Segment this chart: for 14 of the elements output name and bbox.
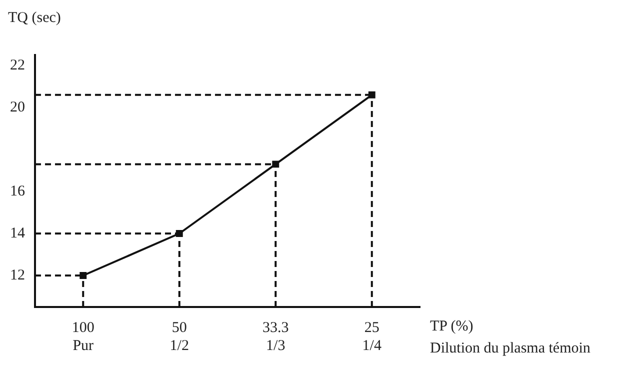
point [272, 160, 280, 168]
y-tick-label: 12 [10, 267, 25, 284]
y-tick-label: 22 [10, 57, 25, 74]
x-axis-title: TP (%) Dilution du plasma témoin [430, 318, 591, 356]
x-tick-label: 25 1/4 [362, 320, 382, 354]
point [80, 272, 87, 279]
point [368, 91, 376, 98]
x-tick-label: 33.3 1/3 [262, 320, 289, 354]
x-tick-label: 100 Pur [72, 320, 94, 354]
y-tick-label: 14 [10, 225, 26, 242]
y-tick-label: 16 [10, 183, 26, 200]
y-tick-label: 20 [10, 99, 25, 116]
y-axis-title: TQ (sec) [8, 10, 61, 26]
x-tick-label: 50 1/2 [170, 320, 189, 354]
